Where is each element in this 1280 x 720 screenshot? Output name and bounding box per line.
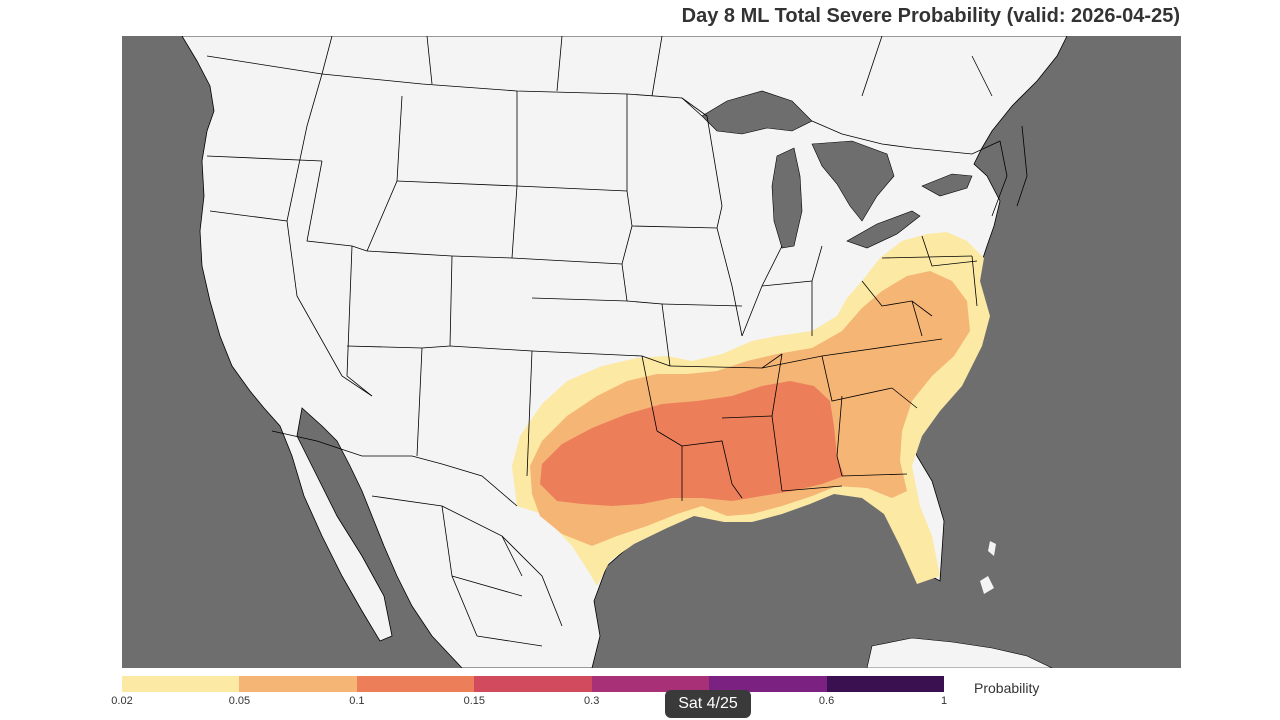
colorbar-tick-label: 1 bbox=[940, 695, 948, 707]
colorbar-segment bbox=[709, 676, 827, 692]
colorbar-segment bbox=[591, 676, 710, 692]
colorbar-tick-label: 0.1 bbox=[349, 695, 365, 707]
colorbar-segment bbox=[474, 676, 592, 692]
colorbar-tick-label: 0.05 bbox=[228, 695, 251, 707]
borders bbox=[206, 36, 1028, 647]
colorbar-segment bbox=[122, 676, 240, 692]
colorbar-ticks: 0.020.050.10.150.30.450.61 bbox=[111, 695, 948, 709]
colorbar-segment bbox=[239, 676, 357, 692]
lake-michigan bbox=[771, 147, 803, 249]
lake-ontario bbox=[921, 173, 973, 197]
colorbar-tick-label: 0.02 bbox=[111, 695, 133, 707]
day-selector-badge[interactable]: Sat 4/25 bbox=[665, 690, 751, 718]
colorbar-segment bbox=[826, 676, 944, 692]
colorbar bbox=[122, 676, 944, 692]
bahamas bbox=[980, 541, 996, 594]
colorbar-label: Probability bbox=[974, 680, 1040, 696]
cuba bbox=[866, 637, 1053, 668]
colorbar-tick-label: 0.6 bbox=[818, 695, 835, 707]
colorbar-tick-label: 0.3 bbox=[584, 695, 600, 707]
lake-superior bbox=[701, 90, 813, 135]
map-title: Day 8 ML Total Severe Probability (valid… bbox=[681, 5, 1180, 27]
risk-area-0.1 bbox=[540, 381, 844, 506]
probability-map bbox=[122, 36, 1181, 668]
lake-huron bbox=[811, 140, 895, 222]
colorbar-tick-label: 0.15 bbox=[463, 695, 485, 707]
lake-erie bbox=[846, 210, 921, 249]
colorbar-segment bbox=[356, 676, 475, 692]
